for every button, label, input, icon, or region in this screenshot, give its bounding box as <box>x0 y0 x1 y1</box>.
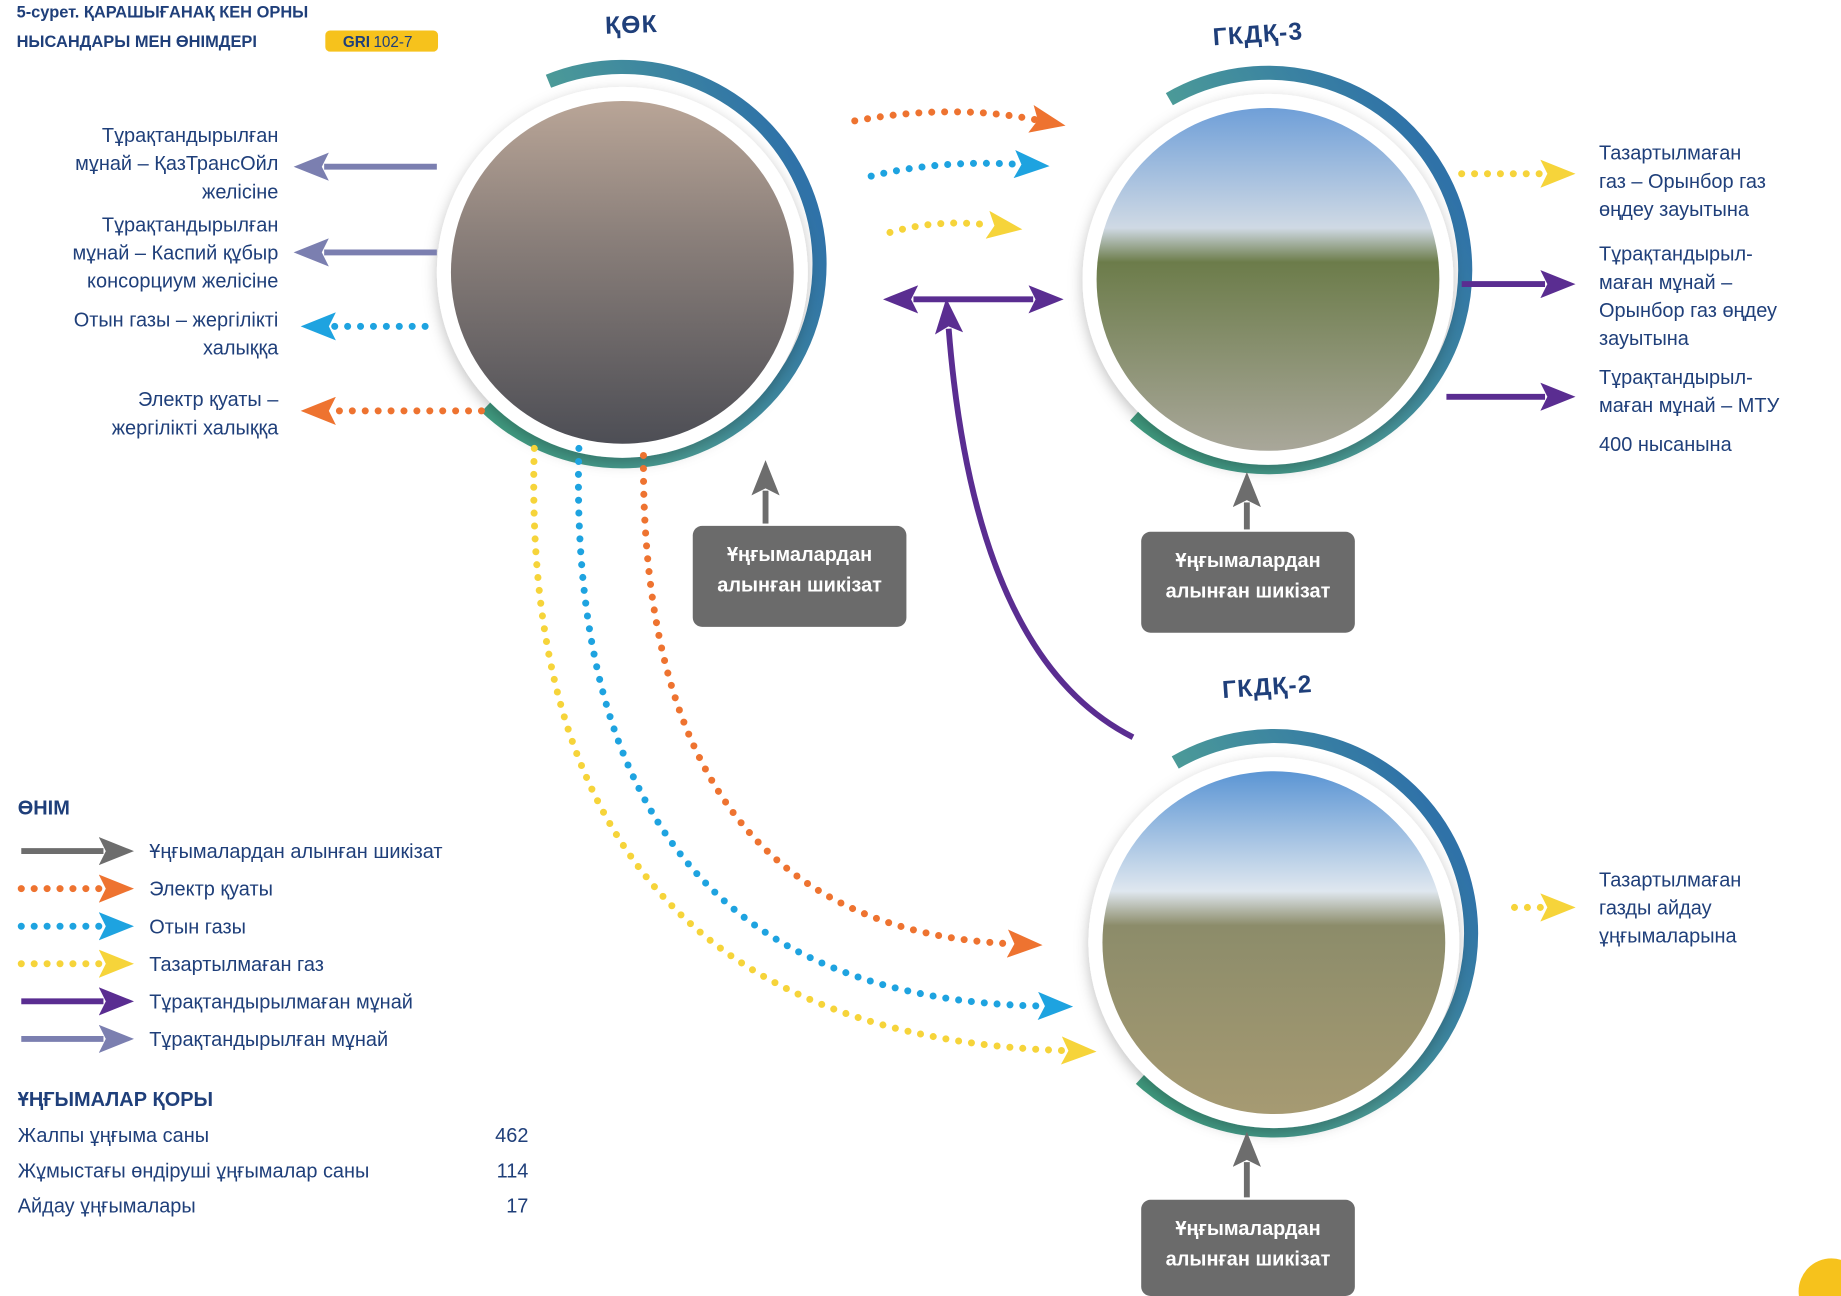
output-label: консорциум желісіне <box>87 271 278 293</box>
output-label: өңдеу зауытына <box>1599 199 1750 221</box>
arrows <box>17 105 1576 1198</box>
flow-arrow <box>934 298 1135 740</box>
wells-label: Жалпы ұңғыма саны <box>18 1125 209 1147</box>
ring <box>1069 729 1479 1138</box>
source-box-label: алынған шикізат <box>1166 581 1331 603</box>
badge-code: 102-7 <box>373 34 412 51</box>
output-label: Тазартылмаған <box>1599 143 1741 165</box>
legend-label: Тұрақтандырылмаған мұнай <box>149 991 413 1013</box>
source-box-label: алынған шикізат <box>1166 1248 1331 1270</box>
legend-title: ӨНІМ <box>18 798 70 820</box>
output-label: газ – Орынбор газ <box>1599 171 1766 193</box>
flow-arrow <box>639 451 1043 958</box>
output-label: Тұрақтандырылған <box>102 214 278 236</box>
wells-label: Айдау ұңғымалары <box>18 1196 196 1218</box>
source-box-label: Ұңғымалардан <box>727 544 872 566</box>
output-label: Тұрақтандырыл- <box>1599 367 1753 389</box>
output-label: Тұрақтандырыл- <box>1599 244 1753 266</box>
output-label: 400 нысанына <box>1599 434 1733 456</box>
badge-label: GRI <box>343 34 370 51</box>
output-label: Электр қуаты – <box>138 389 279 411</box>
badge <box>325 30 439 52</box>
photo <box>1096 108 1440 451</box>
output-label: ұңғымаларына <box>1599 926 1738 948</box>
legend-label: Тұрақтандырылған мұнай <box>149 1029 388 1051</box>
source-box <box>692 525 907 627</box>
node-graphics <box>325 30 1841 1296</box>
output-label: Тұрақтандырылған <box>102 125 278 147</box>
title: НЫСАНДАРЫ МЕН ӨНІМДЕРІ <box>17 33 257 51</box>
output-label: газды айдау <box>1599 897 1712 919</box>
output-label: Тазартылмаған <box>1599 869 1741 891</box>
output-label: маған мұнай – <box>1599 272 1733 294</box>
source-box-label: Ұңғымалардан <box>1175 550 1320 572</box>
output-label: Орынбор газ өңдеу <box>1599 300 1777 322</box>
output-label: Отын газы – жергілікті <box>74 309 279 331</box>
page-corner <box>1798 1258 1841 1296</box>
flow-arrow <box>886 210 1023 239</box>
node-label: ГКДҚ-2 <box>1221 671 1313 704</box>
source-box-label: алынған шикізат <box>717 575 882 597</box>
source-box <box>1141 531 1355 633</box>
legend-label: Электр қуаты <box>149 879 273 901</box>
output-label: мұнай – ҚазТрансОйл <box>75 153 278 175</box>
output-label: мұнай – Каспий құбыр <box>72 242 278 264</box>
source-box-label: Ұңғымалардан <box>1175 1218 1320 1240</box>
output-label: зауытына <box>1599 328 1690 350</box>
output-label: жергілікті халыққа <box>112 417 280 439</box>
output-label: желісіне <box>202 181 278 203</box>
wells-value: 114 <box>497 1160 529 1182</box>
legend-label: Ұңғымалардан алынған шикізат <box>149 841 442 863</box>
wells-title: ҰҢҒЫМАЛАР ҚОРЫ <box>18 1089 213 1111</box>
flow-arrow <box>530 444 1097 1065</box>
node-label: ГКДҚ-3 <box>1212 18 1304 51</box>
source-box <box>1141 1199 1355 1296</box>
wells-value: 462 <box>495 1125 528 1147</box>
photo <box>450 100 794 444</box>
output-label: маған мұнай – МТУ <box>1599 395 1780 417</box>
legend-label: Тазартылмаған газ <box>149 954 324 976</box>
title: 5-сурет. ҚАРАШЫҒАНАҚ КЕН ОРНЫ <box>17 4 309 22</box>
wells-value: 17 <box>506 1196 528 1218</box>
flow-arrow <box>867 150 1050 180</box>
photo <box>1102 771 1446 1115</box>
output-label: халыққа <box>203 338 279 360</box>
wells-label: Жұмыстағы өндіруші ұңғымалар саны <box>18 1160 370 1182</box>
flow-arrow <box>574 444 1074 1021</box>
node-label: ҚӨК <box>605 11 659 40</box>
legend-label: Отын газы <box>149 916 246 938</box>
flow-arrow <box>851 105 1066 133</box>
